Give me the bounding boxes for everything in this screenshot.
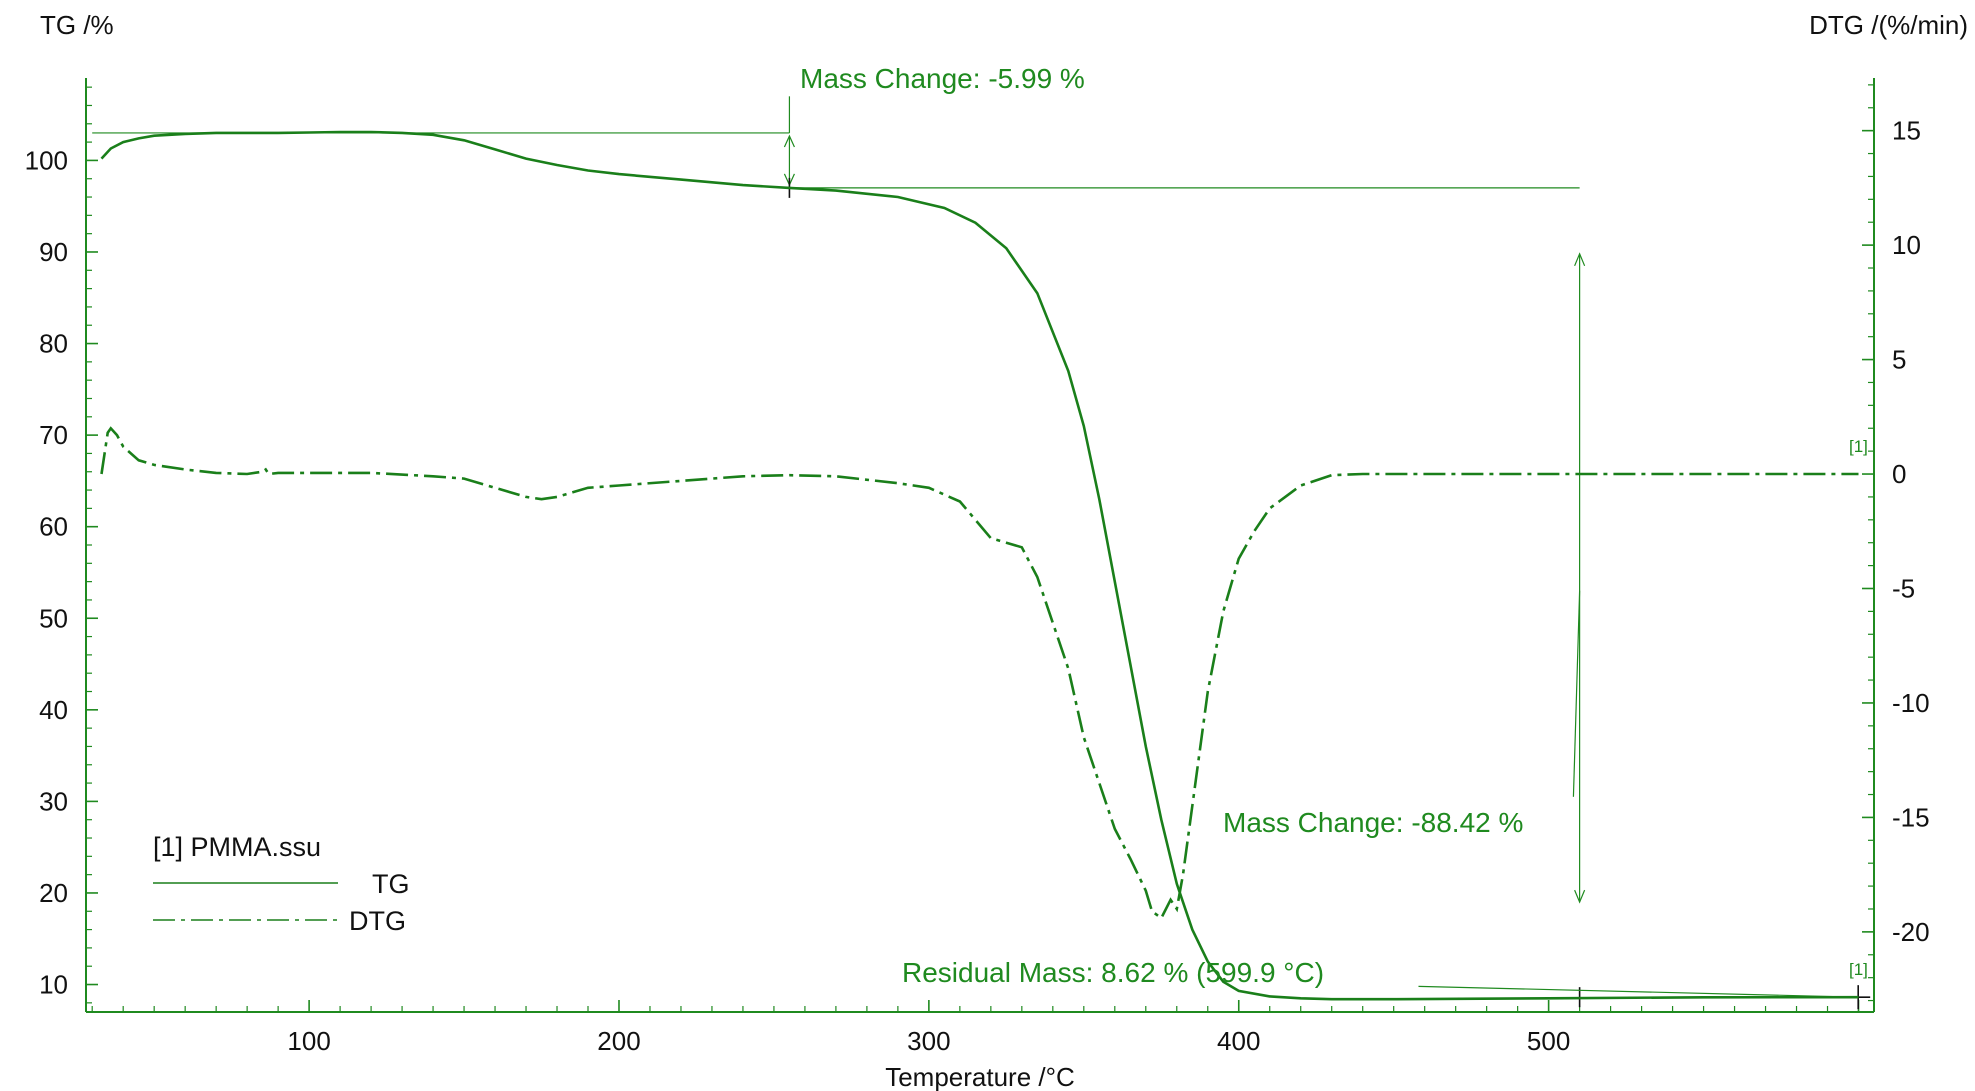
axis-ticks: 100 200 300 400 5001020304050607080901001510… — [25, 84, 1930, 1056]
dtg-curve-tag: [1] — [1849, 437, 1868, 456]
annotation-lines — [92, 96, 1871, 1010]
curves — [100, 130, 1859, 1001]
y-axis-left-title: TG /% — [40, 10, 114, 40]
mass-change-2-arrowhead-down — [1574, 889, 1586, 904]
residual-mass-leader — [1418, 985, 1859, 998]
y-left-tick-label: 30 — [39, 786, 68, 816]
mass-change-1-arrowhead-up — [783, 134, 795, 148]
mass-change-2-leader — [1572, 590, 1581, 797]
y-left-tick-label: 70 — [39, 420, 68, 450]
legend: [1] PMMA.ssu TG DTG — [153, 832, 410, 936]
mass-change-annotation-2: Mass Change: -88.42 % — [1223, 807, 1523, 838]
mass-change-2-arrowhead-up — [1574, 252, 1586, 267]
mass-change-annotation-1: Mass Change: -5.99 % — [800, 63, 1085, 94]
legend-tg-label: TG — [372, 869, 410, 899]
y-right-tick-label: 0 — [1892, 459, 1906, 489]
x-axis-title: Temperature /°C — [885, 1062, 1075, 1091]
y-left-tick-label: 20 — [39, 878, 68, 908]
tg-curve-tag: [1] — [1849, 960, 1868, 979]
series-tg-line — [100, 130, 1859, 1001]
y-left-tick-label: 60 — [39, 512, 68, 542]
x-tick-label: 100 — [287, 1026, 330, 1056]
y-axis-right-title: DTG /(%/min) — [1809, 10, 1968, 40]
series-dtg-line — [100, 426, 1859, 921]
legend-dtg-label: DTG — [349, 906, 406, 936]
y-left-tick-label: 80 — [39, 329, 68, 359]
y-left-tick-label: 90 — [39, 237, 68, 267]
y-left-tick-label: 50 — [39, 603, 68, 633]
x-tick-label: 400 — [1217, 1026, 1260, 1056]
y-left-tick-label: 40 — [39, 695, 68, 725]
y-right-tick-label: -10 — [1892, 688, 1930, 718]
y-right-tick-label: 15 — [1892, 116, 1921, 146]
y-right-tick-label: 10 — [1892, 230, 1921, 260]
x-tick-label: 300 — [907, 1026, 950, 1056]
legend-file-label: [1] PMMA.ssu — [153, 832, 321, 862]
x-tick-label: 500 — [1527, 1026, 1570, 1056]
y-right-tick-label: -5 — [1892, 573, 1915, 603]
y-right-tick-label: -20 — [1892, 917, 1930, 947]
y-left-tick-label: 10 — [39, 970, 68, 1000]
y-left-tick-label: 100 — [25, 145, 68, 175]
y-right-tick-label: 5 — [1892, 345, 1906, 375]
residual-mass-annotation: Residual Mass: 8.62 % (599.9 °C) — [902, 957, 1324, 988]
y-right-tick-label: -15 — [1892, 802, 1930, 832]
x-tick-label: 200 — [597, 1026, 640, 1056]
